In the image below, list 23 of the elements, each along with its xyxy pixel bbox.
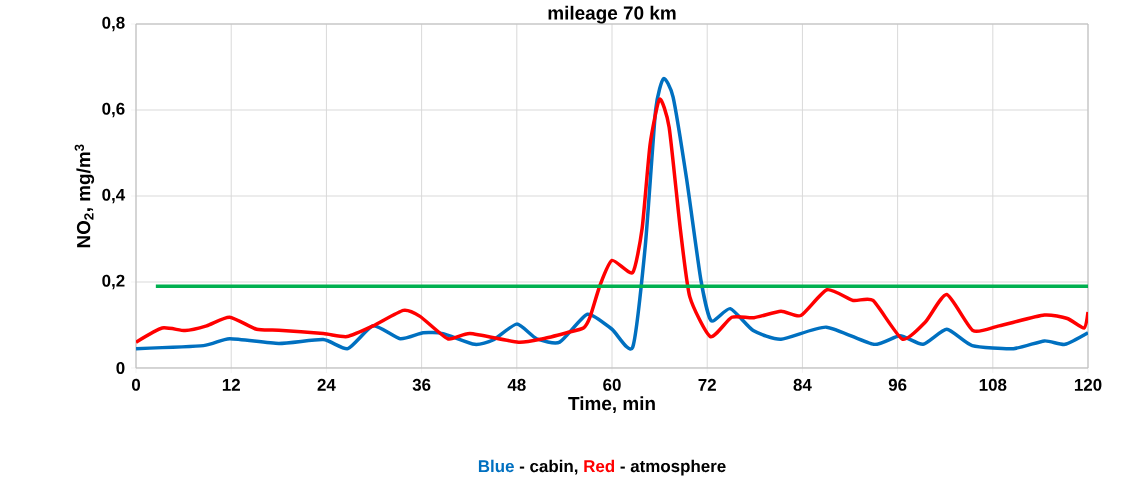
text: - cabin, (519, 459, 578, 475)
x-tick-label: 120 (1074, 378, 1102, 391)
x-tick-label: 48 (507, 378, 526, 391)
y-tick-label: 0,2 (102, 274, 125, 290)
x-tick-label: 12 (222, 378, 240, 391)
y-tick-label: 0,8 (102, 16, 125, 32)
x-tick-label: 108 (979, 378, 1007, 391)
x-tick-label: 36 (412, 378, 431, 391)
y-tick-label: 0,4 (102, 188, 126, 204)
x-axis-title: Time, min (568, 396, 655, 413)
text: Red (584, 459, 615, 473)
chart-title: mileage 70 km (548, 5, 676, 24)
x-tick-label: 84 (793, 378, 812, 391)
x-tick-label: 60 (603, 378, 621, 391)
x-tick-label: 72 (698, 378, 716, 391)
text: - atmosphere (620, 459, 726, 476)
y-tick-label: 0 (116, 361, 125, 374)
x-tick-label: 96 (888, 378, 907, 391)
y-axis-title: NO$_{2}$, mg/m$^{3}$ (74, 144, 95, 248)
x-tick-label: 0 (131, 378, 141, 391)
x-tick-label: 24 (317, 378, 336, 391)
y-tick-label: 0,6 (102, 102, 125, 118)
text: Blue (478, 459, 514, 473)
